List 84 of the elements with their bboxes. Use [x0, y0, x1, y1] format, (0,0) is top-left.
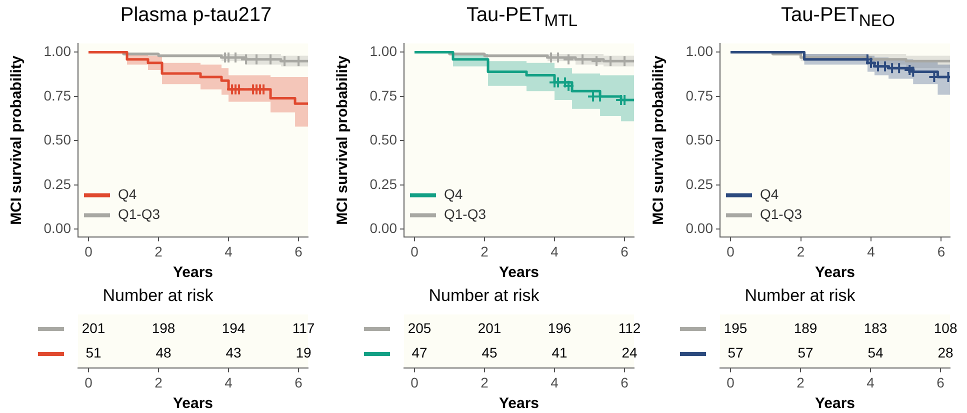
x-axis-title: Years	[498, 395, 540, 412]
x-tick-label: 4	[550, 374, 559, 390]
chart-title: Number at risk	[102, 286, 214, 305]
x-tick-label: 2	[480, 243, 489, 260]
data-label: 57	[798, 344, 814, 360]
data-label: 48	[156, 344, 172, 360]
x-tick-label: 6	[620, 374, 629, 390]
data-label: 41	[552, 344, 568, 360]
legend-label: Q1-Q3	[118, 206, 160, 222]
y-tick-label: 0.75	[44, 87, 72, 104]
x-tick-label: 4	[224, 374, 233, 390]
y-axis-title: MCI survival probability	[650, 55, 668, 225]
legend-label: Q4	[444, 186, 463, 202]
x-axis-title: Years	[814, 395, 856, 412]
data-label: 201	[82, 320, 106, 336]
x-tick-label: 6	[620, 243, 629, 260]
data-label: 45	[482, 344, 498, 360]
data-label: 205	[408, 320, 432, 336]
data-label: 28	[938, 344, 954, 360]
data-label: 51	[86, 344, 102, 360]
x-tick-label: 2	[154, 243, 163, 260]
chart-title: Plasma p-tau217	[119, 3, 273, 28]
y-axis-title: MCI survival probability	[334, 55, 352, 225]
data-label: 43	[226, 344, 242, 360]
x-tick-label: 2	[480, 374, 489, 390]
y-tick-label: 0.00	[370, 220, 398, 236]
legend-label: Q1-Q3	[760, 206, 802, 222]
data-label: 19	[296, 344, 312, 360]
data-label: 201	[478, 320, 502, 336]
chart-title: Number at risk	[744, 286, 856, 305]
y-tick-label: 0.75	[686, 87, 714, 104]
x-tick-label: 0	[726, 374, 735, 390]
x-tick-label: 4	[867, 243, 876, 260]
data-label: 24	[622, 344, 638, 360]
y-tick-label: 1.00	[370, 43, 398, 60]
y-tick-label: 0.75	[370, 87, 398, 104]
y-tick-label: 0.25	[370, 176, 398, 192]
data-label: 183	[864, 320, 888, 336]
x-tick-label: 4	[866, 374, 875, 390]
y-tick-label: 0.25	[44, 176, 72, 192]
x-tick-label: 4	[550, 243, 559, 260]
y-tick-label: 0.50	[686, 132, 714, 148]
x-tick-label: 0	[726, 243, 735, 260]
data-label: 54	[868, 344, 884, 360]
x-tick-label: 6	[936, 374, 945, 390]
data-label: 195	[724, 320, 748, 336]
x-tick-label: 6	[937, 243, 946, 260]
y-tick-label: 0.50	[370, 132, 398, 148]
y-tick-label: 0.25	[686, 176, 714, 192]
chart-title: Tau-PET$_{NEO}$	[780, 3, 896, 32]
chart-title: Tau-PET$_{MTL}$	[465, 3, 579, 32]
data-label: 198	[152, 320, 176, 336]
x-tick-label: 2	[796, 374, 805, 390]
y-tick-label: 0.00	[44, 220, 72, 236]
x-axis-title: Years	[172, 264, 214, 282]
legend-label: Q4	[760, 186, 779, 202]
x-tick-label: 0	[410, 374, 419, 390]
chart-title: Number at risk	[428, 286, 540, 305]
data-label: 112	[618, 320, 641, 336]
data-label: 196	[548, 320, 572, 336]
x-axis-title: Years	[172, 395, 214, 412]
data-label: 47	[412, 344, 428, 360]
x-tick-label: 2	[154, 374, 163, 390]
x-axis-title: Years	[814, 264, 856, 282]
data-label: 189	[794, 320, 818, 336]
y-tick-label: 0.50	[44, 132, 72, 148]
x-tick-label: 0	[84, 374, 93, 390]
x-axis-title: Years	[498, 264, 540, 282]
data-label: 108	[934, 320, 958, 336]
data-label: 194	[222, 320, 246, 336]
legend-label: Q4	[118, 186, 137, 202]
x-tick-label: 4	[224, 243, 233, 260]
y-tick-label: 1.00	[44, 43, 72, 60]
x-tick-label: 0	[84, 243, 93, 260]
x-tick-label: 0	[410, 243, 419, 260]
data-label: 117	[292, 320, 315, 336]
x-tick-label: 6	[294, 374, 303, 390]
data-label: 57	[728, 344, 744, 360]
y-tick-label: 0.00	[686, 220, 714, 236]
y-tick-label: 1.00	[686, 43, 714, 60]
x-tick-label: 2	[796, 243, 805, 260]
x-tick-label: 6	[294, 243, 303, 260]
y-axis-title: MCI survival probability	[8, 55, 26, 225]
legend-label: Q1-Q3	[444, 206, 486, 222]
